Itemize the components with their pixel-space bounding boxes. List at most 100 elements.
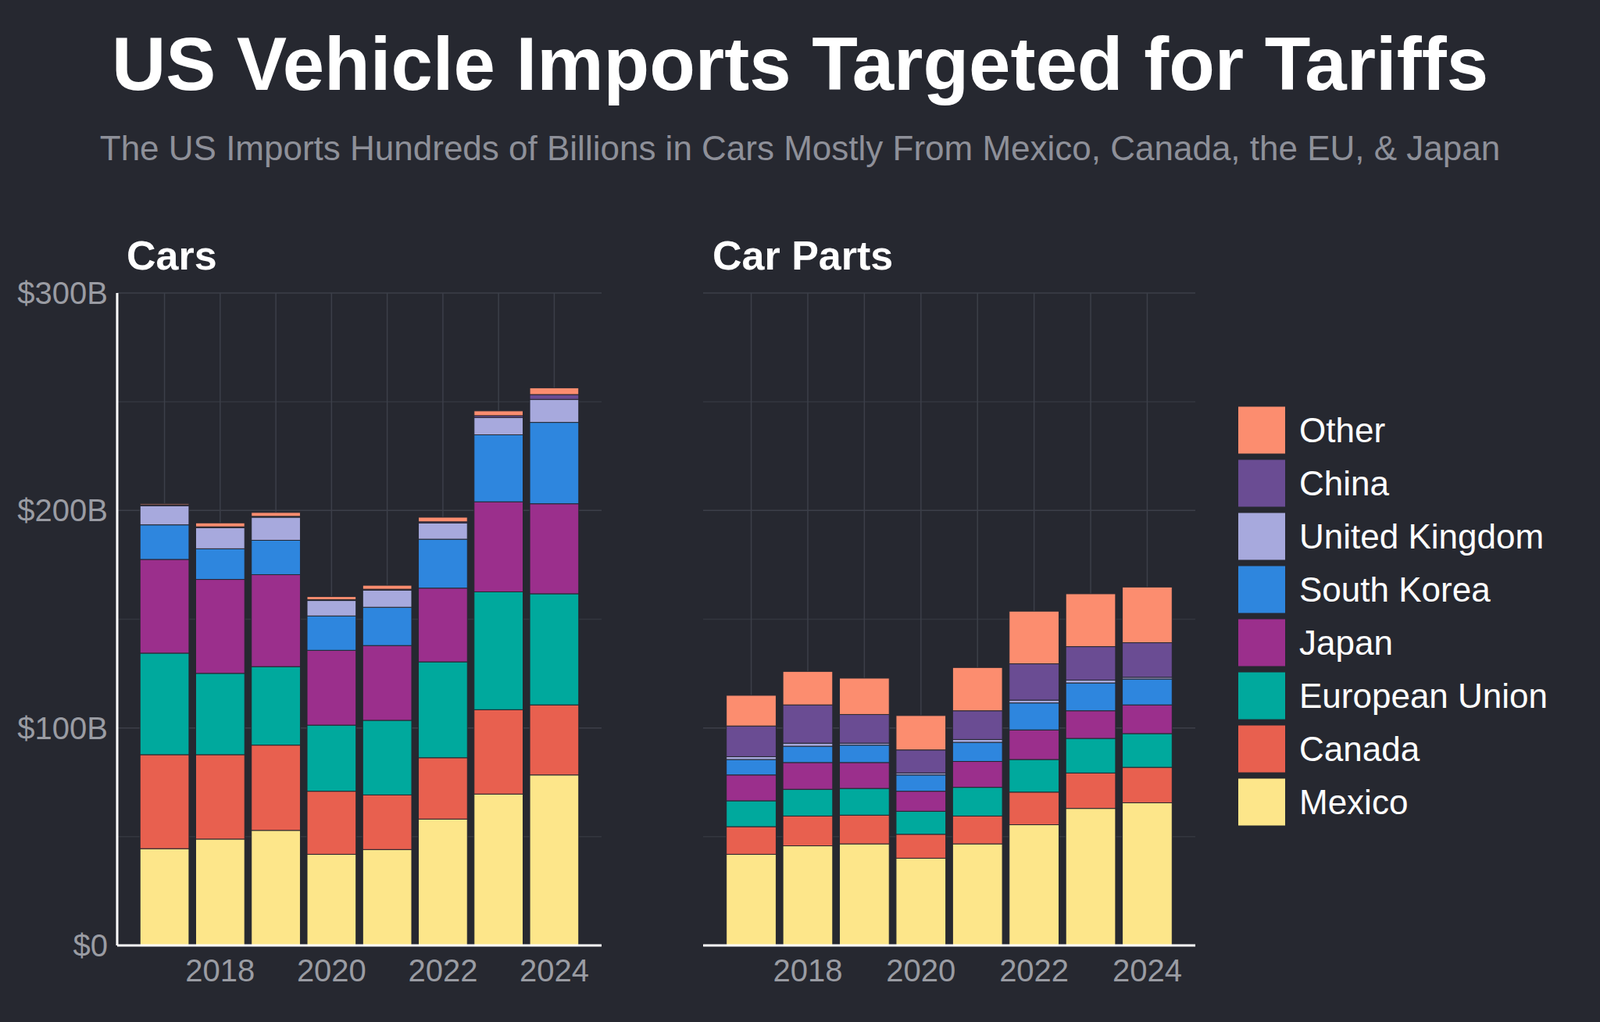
x-axis — [117, 944, 602, 947]
y-tick-label: $0 — [73, 928, 109, 963]
bar-segment — [1009, 610, 1060, 664]
panel: Car Parts2018202020222024 — [703, 232, 1196, 988]
bar-segment — [839, 843, 890, 946]
bar-segment — [418, 522, 468, 540]
bar-segment — [726, 759, 777, 775]
bar-segment — [1065, 682, 1116, 711]
bar-segment — [952, 815, 1003, 844]
bar-segment — [195, 579, 245, 674]
bar-segment — [1009, 700, 1060, 704]
bar-segment — [139, 525, 190, 560]
bar-segment — [362, 720, 412, 795]
chart-root: US Vehicle Imports Targeted for TariffsT… — [0, 0, 1600, 1022]
panel-title: Cars — [126, 232, 218, 279]
bar-segment — [529, 387, 579, 395]
bar-segment — [1122, 642, 1173, 678]
grid-line — [117, 944, 602, 947]
x-tick-label: 2024 — [519, 953, 590, 988]
bar-segment — [195, 527, 245, 549]
bar-segment — [251, 745, 301, 831]
legend-label: Other — [1299, 410, 1386, 450]
bar-segment — [1009, 759, 1060, 793]
bar-segment — [251, 539, 301, 575]
bar-segment — [1065, 593, 1116, 647]
bar-segment — [839, 814, 890, 844]
bar-segment — [782, 746, 833, 763]
bar-segment — [896, 810, 947, 835]
minor-grid — [117, 618, 602, 621]
background — [0, 0, 1600, 1022]
x-tick-label: 2020 — [296, 953, 367, 988]
bar-segment — [195, 522, 245, 527]
bar-segment — [782, 846, 833, 946]
minor-grid — [703, 400, 1196, 403]
bar-segment — [726, 853, 777, 946]
grid-line — [703, 510, 1196, 512]
grid-line — [117, 292, 602, 294]
x-axis — [703, 944, 1196, 947]
bar-segment — [474, 501, 524, 592]
bar-segment — [952, 710, 1003, 740]
bar-segment — [139, 754, 190, 849]
legend-swatch — [1238, 619, 1286, 667]
bar-segment — [782, 762, 833, 790]
bar-segment — [839, 714, 890, 743]
y-tick-label: $200B — [17, 492, 108, 528]
bar-segment — [362, 849, 412, 946]
bar-segment — [307, 615, 357, 650]
bar-segment — [726, 695, 777, 726]
bar-segment — [362, 585, 412, 590]
bar-segment — [418, 818, 468, 946]
bar-segment — [195, 839, 245, 946]
bar-segment — [1009, 703, 1060, 731]
legend-label: European Union — [1299, 676, 1548, 715]
bar-segment — [1122, 586, 1173, 643]
bar-segment — [952, 761, 1003, 788]
bar-segment — [529, 503, 579, 594]
bar-segment — [251, 666, 301, 745]
panel-title: Car Parts — [712, 232, 893, 279]
x-tick-label: 2022 — [407, 953, 478, 988]
bar-segment — [307, 596, 357, 600]
legend-swatch — [1238, 513, 1286, 561]
bar-segment — [251, 512, 301, 517]
bar-segment — [195, 673, 245, 755]
x-tick-label: 2024 — [1112, 953, 1183, 988]
bar-segment — [839, 788, 890, 815]
bar-segment — [529, 394, 579, 400]
legend-swatch — [1238, 778, 1286, 826]
bar-segment — [529, 775, 579, 946]
bar-segment — [307, 650, 357, 725]
legend-swatch — [1238, 725, 1286, 773]
bar-segment — [839, 745, 890, 763]
bar-segment — [418, 517, 468, 522]
y-axis — [116, 292, 119, 946]
minor-grid — [703, 618, 1196, 621]
bar-segment — [474, 793, 524, 946]
bar-segment — [1009, 825, 1060, 946]
bars — [726, 586, 1173, 946]
bar-segment — [1065, 738, 1116, 773]
bar-segment — [418, 588, 468, 662]
x-tick-label: 2018 — [772, 953, 843, 988]
bar-segment — [474, 417, 524, 435]
bar-segment — [307, 853, 357, 946]
y-tick-label: $300B — [17, 275, 108, 311]
bar-segment — [1009, 792, 1060, 825]
legend-swatch — [1238, 672, 1286, 720]
x-tick-label: 2018 — [185, 953, 255, 988]
bar-segment — [474, 591, 524, 710]
legend-label: United Kingdom — [1299, 517, 1544, 556]
legend-swatch — [1238, 566, 1286, 614]
bar-segment — [1122, 733, 1173, 768]
bar-segment — [251, 830, 301, 946]
bar-segment — [952, 667, 1003, 711]
bar-segment — [362, 607, 412, 646]
minor-grid — [117, 835, 602, 838]
grid-line — [117, 727, 602, 729]
grid-line — [117, 510, 602, 512]
legend-label: Japan — [1299, 623, 1393, 662]
bar-segment — [362, 794, 412, 850]
grid-line — [703, 292, 1196, 294]
grid-line — [703, 727, 1196, 729]
